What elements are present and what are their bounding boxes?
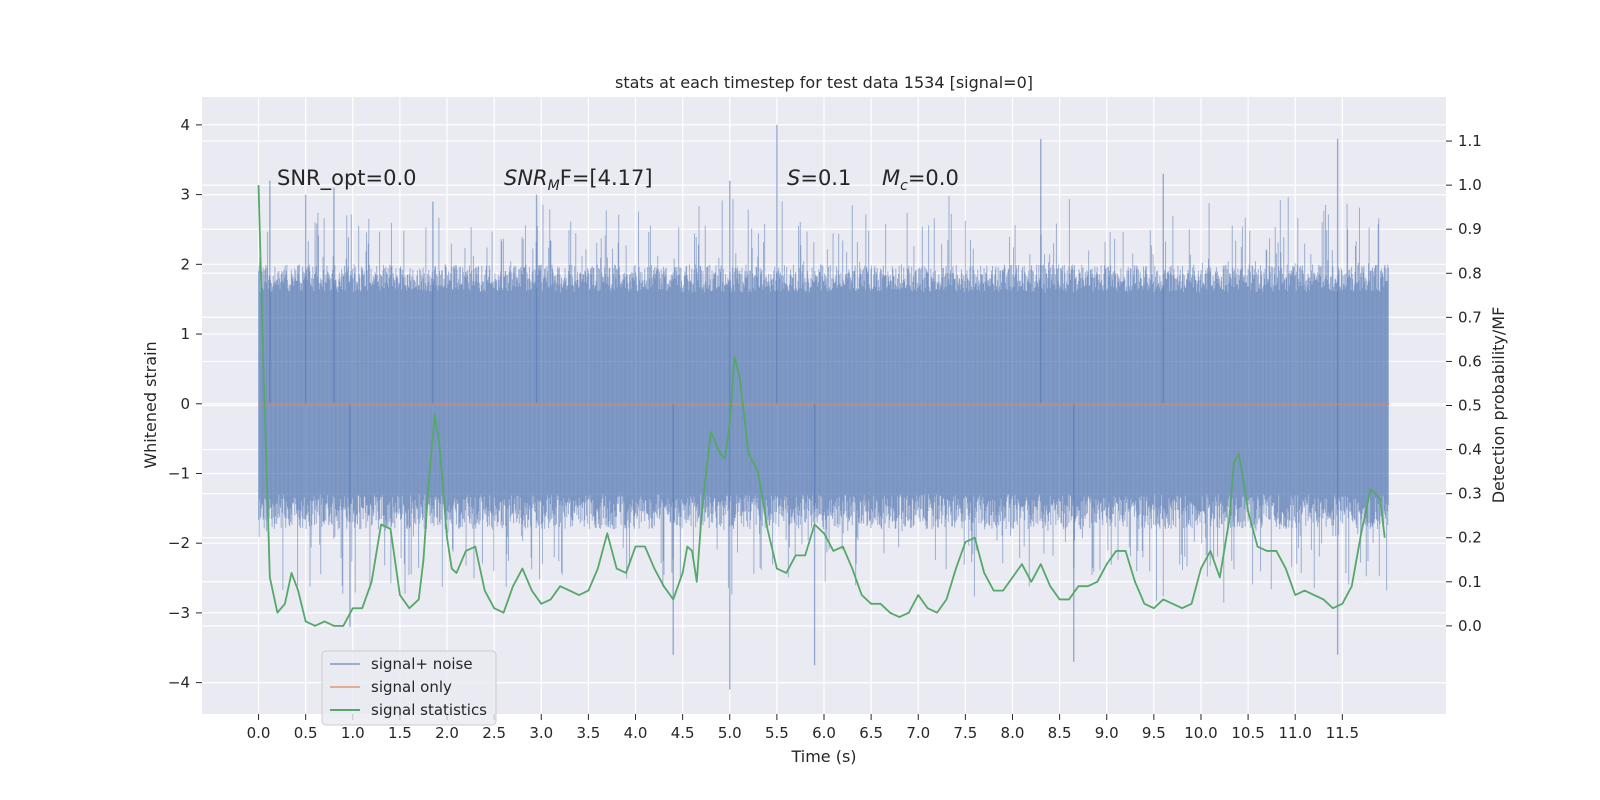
x-tick-label: 6.0 (812, 724, 836, 742)
mc-value: =0.0 (908, 166, 959, 190)
y-right-axis-label: Detection probability/MF (1489, 307, 1508, 504)
y-left-tick-label: −2 (168, 534, 190, 552)
annotation-mc: Mc=0.0 (882, 166, 959, 194)
y-left-tick-label: −4 (168, 674, 190, 692)
y-left-axis-ticks: 4 3 2 1 0 −1 −2 −3 −4 (168, 116, 202, 692)
x-tick-label: 9.0 (1095, 724, 1119, 742)
signal-statistics-series (257, 185, 1386, 627)
annotation-snr-mf: SNRMF=[4.17] (504, 166, 653, 194)
x-tick-label: 7.0 (906, 724, 930, 742)
x-tick-label: 4.5 (671, 724, 695, 742)
x-tick-label: 4.0 (624, 724, 648, 742)
x-tick-label: 5.5 (765, 724, 789, 742)
x-tick-label: 10.5 (1231, 724, 1264, 742)
x-tick-label: 0.5 (294, 724, 318, 742)
x-tick-label: 8.5 (1048, 724, 1072, 742)
s-label: S (787, 166, 800, 190)
x-tick-label: 2.0 (435, 724, 459, 742)
y-left-axis-label: Whitened strain (141, 341, 160, 468)
y-right-axis-ticks: 1.1 1.0 0.9 0.8 0.7 0.6 0.5 0.4 0.3 0.2 0.1 0.0 (1446, 132, 1482, 635)
x-tick-label: 0.0 (247, 724, 271, 742)
y-right-tick-label: 0.9 (1458, 220, 1482, 238)
y-right-tick-label: 0.8 (1458, 264, 1482, 282)
y-right-tick-label: 0.2 (1458, 529, 1482, 547)
y-right-tick-label: 0.7 (1458, 308, 1482, 326)
x-tick-label: 7.5 (953, 724, 977, 742)
x-tick-label: 10.0 (1184, 724, 1217, 742)
y-left-tick-label: 1 (180, 325, 190, 343)
annotation-snr-opt: SNR_opt=0.0 (277, 166, 417, 191)
x-tick-label: 3.5 (576, 724, 600, 742)
y-left-tick-label: 3 (180, 186, 190, 204)
y-left-tick-label: 2 (180, 255, 190, 273)
y-right-tick-label: 0.3 (1458, 485, 1482, 503)
s-value: =0.1 (800, 166, 851, 190)
x-tick-label: 1.5 (388, 724, 412, 742)
snr-mf-suffix: F=[4.17] (560, 166, 653, 190)
x-tick-label: 11.0 (1279, 724, 1312, 742)
x-tick-label: 8.0 (1001, 724, 1025, 742)
y-right-tick-label: 0.4 (1458, 441, 1482, 459)
x-tick-label: 2.5 (482, 724, 506, 742)
y-right-tick-label: 0.0 (1458, 617, 1482, 635)
y-left-tick-label: 4 (180, 116, 190, 134)
x-axis-ticks: 0.0 0.5 1.0 1.5 2.0 2.5 3.0 3.5 4.0 4.5 5.0 5.5 6.0 6… (247, 714, 1359, 742)
y-right-tick-label: 0.5 (1458, 397, 1482, 415)
y-right-tick-label: 0.6 (1458, 352, 1482, 370)
y-left-tick-label: −3 (168, 604, 190, 622)
x-tick-label: 3.0 (529, 724, 553, 742)
y-right-tick-label: 1.0 (1458, 176, 1482, 194)
mc-sub: c (900, 178, 908, 194)
legend-label-signal-only: signal only (371, 678, 452, 696)
y-right-tick-label: 1.1 (1458, 132, 1482, 150)
y-left-tick-label: −1 (168, 464, 190, 482)
x-axis-label: Time (s) (790, 747, 856, 766)
x-tick-label: 11.5 (1326, 724, 1359, 742)
x-tick-label: 1.0 (341, 724, 365, 742)
mc-label: M (882, 166, 900, 190)
signal-statistics-line (257, 185, 1386, 627)
legend-label-signal-statistics: signal statistics (371, 701, 487, 719)
y-left-tick-label: 0 (180, 395, 190, 413)
legend-box (321, 650, 497, 726)
x-tick-label: 9.5 (1142, 724, 1166, 742)
snr-mf-prefix: SNR (504, 166, 548, 190)
chart-title: stats at each timestep for test data 153… (615, 73, 1033, 92)
annotation-s: S=0.1 (787, 166, 851, 190)
legend-label-signal-noise: signal+ noise (371, 655, 473, 673)
y-right-tick-label: 0.1 (1458, 573, 1482, 591)
x-tick-label: 5.0 (718, 724, 742, 742)
snr-mf-sub: M (548, 178, 560, 194)
legend: signal+ noise signal only signal statist… (321, 650, 497, 726)
x-tick-label: 6.5 (859, 724, 883, 742)
